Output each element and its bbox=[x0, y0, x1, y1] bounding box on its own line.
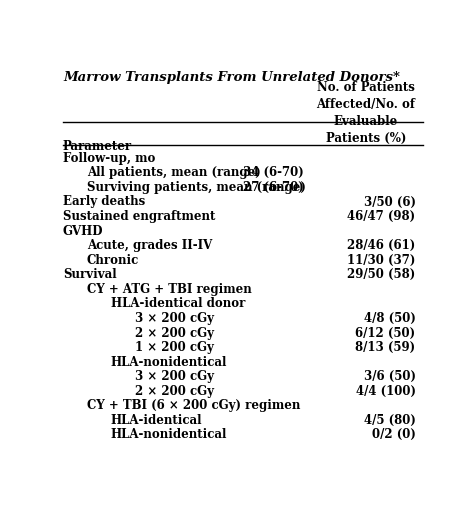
Text: 4/4 (100): 4/4 (100) bbox=[356, 385, 416, 398]
Text: 3/6 (50): 3/6 (50) bbox=[364, 370, 416, 383]
Text: Survival: Survival bbox=[63, 268, 117, 281]
Text: Chronic: Chronic bbox=[87, 254, 139, 267]
Text: 46/47 (98): 46/47 (98) bbox=[347, 210, 416, 223]
Text: All patients, mean (range): All patients, mean (range) bbox=[87, 167, 261, 179]
Text: Parameter: Parameter bbox=[63, 140, 132, 153]
Text: 3/50 (6): 3/50 (6) bbox=[364, 196, 416, 208]
Text: 4/5 (80): 4/5 (80) bbox=[364, 414, 416, 427]
Text: GVHD: GVHD bbox=[63, 225, 103, 238]
Text: Acute, grades II-IV: Acute, grades II-IV bbox=[87, 239, 212, 252]
Text: HLA-identical: HLA-identical bbox=[110, 414, 202, 427]
Text: 2 × 200 cGy: 2 × 200 cGy bbox=[135, 385, 214, 398]
Text: 3 × 200 cGy: 3 × 200 cGy bbox=[135, 312, 214, 325]
Text: 28/46 (61): 28/46 (61) bbox=[347, 239, 416, 252]
Text: HLA-nonidentical: HLA-nonidentical bbox=[110, 356, 227, 368]
Text: Follow-up, mo: Follow-up, mo bbox=[63, 152, 155, 165]
Text: 34 (6-70): 34 (6-70) bbox=[243, 167, 304, 179]
Text: No. of Patients
Affected/No. of
Evaluable
Patients (%): No. of Patients Affected/No. of Evaluabl… bbox=[317, 81, 416, 145]
Text: Marrow Transplants From Unrelated Donors*: Marrow Transplants From Unrelated Donors… bbox=[63, 71, 400, 84]
Text: CY + TBI (6 × 200 cGy) regimen: CY + TBI (6 × 200 cGy) regimen bbox=[87, 399, 300, 412]
Text: 4/8 (50): 4/8 (50) bbox=[364, 312, 416, 325]
Text: 3 × 200 cGy: 3 × 200 cGy bbox=[135, 370, 214, 383]
Text: Surviving patients, mean (range): Surviving patients, mean (range) bbox=[87, 181, 306, 194]
Text: HLA-identical donor: HLA-identical donor bbox=[110, 297, 245, 310]
Text: 0/2 (0): 0/2 (0) bbox=[372, 428, 416, 442]
Text: 11/30 (37): 11/30 (37) bbox=[347, 254, 416, 267]
Text: CY + ATG + TBI regimen: CY + ATG + TBI regimen bbox=[87, 283, 252, 296]
Text: 2 × 200 cGy: 2 × 200 cGy bbox=[135, 327, 214, 339]
Text: Sustained engraftment: Sustained engraftment bbox=[63, 210, 215, 223]
Text: Early deaths: Early deaths bbox=[63, 196, 145, 208]
Text: 1 × 200 cGy: 1 × 200 cGy bbox=[135, 341, 213, 354]
Text: 8/13 (59): 8/13 (59) bbox=[356, 341, 416, 354]
Text: 27 (6-70): 27 (6-70) bbox=[243, 181, 304, 194]
Text: 6/12 (50): 6/12 (50) bbox=[356, 327, 416, 339]
Text: HLA-nonidentical: HLA-nonidentical bbox=[110, 428, 227, 442]
Text: 29/50 (58): 29/50 (58) bbox=[347, 268, 416, 281]
